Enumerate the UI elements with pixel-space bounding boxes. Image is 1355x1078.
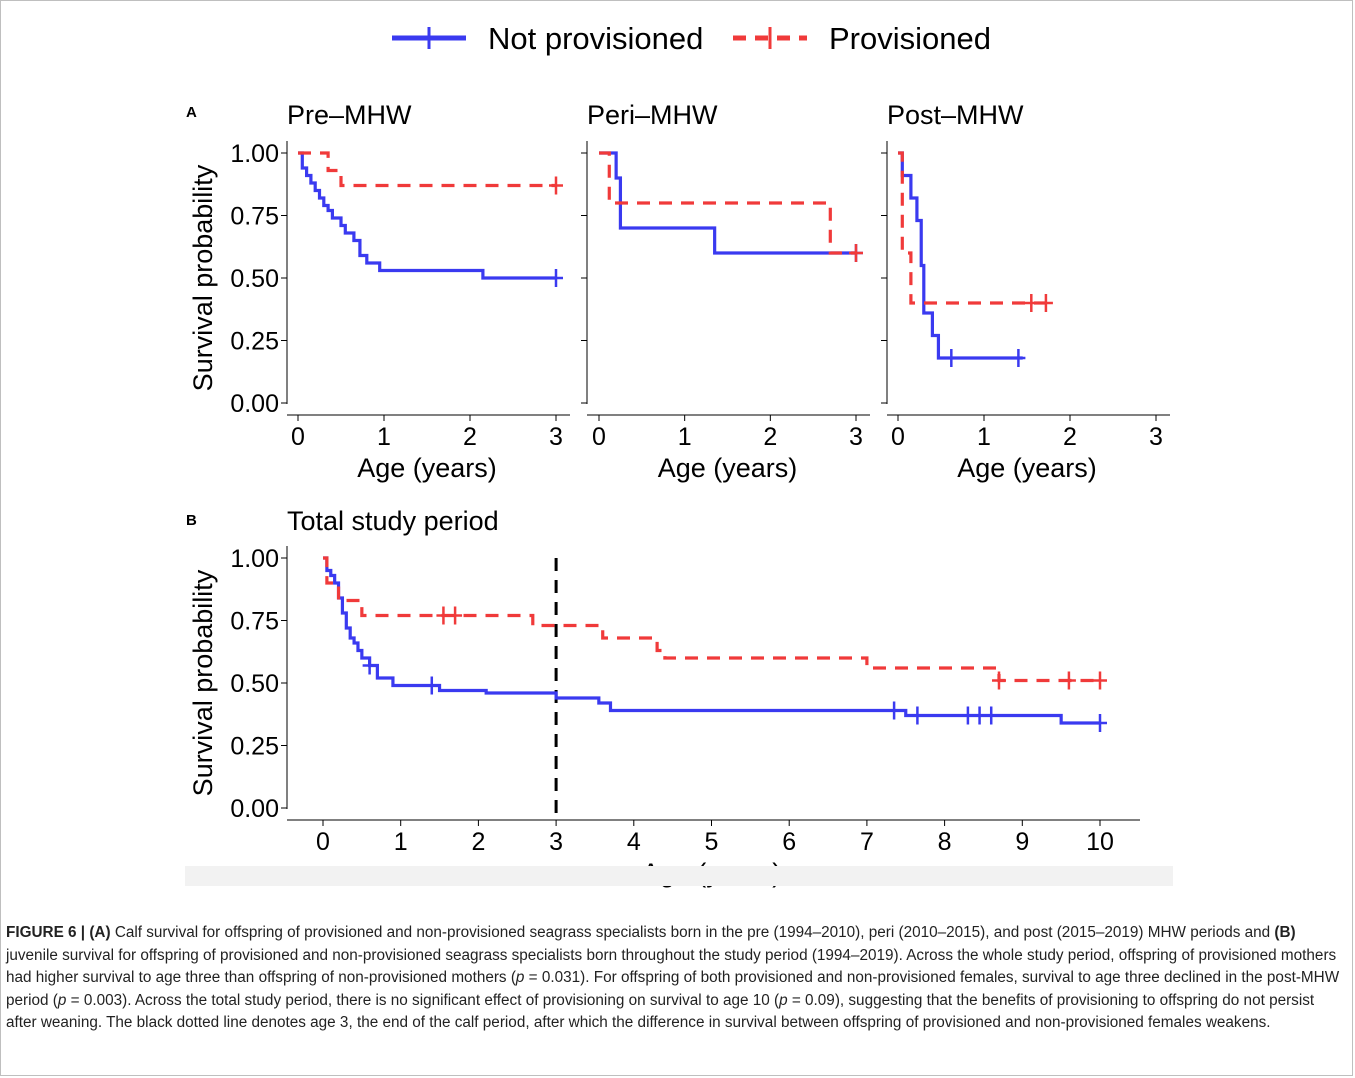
x-tick-label: 3 <box>549 828 563 856</box>
chart-panel-3: Post–MHW 0 1 2 3 Age (years) <box>881 100 1170 483</box>
figure-caption: FIGURE 6 | (A) Calf survival for offspri… <box>6 922 1346 1035</box>
y-tick-label: 0.25 <box>230 733 279 761</box>
caption-b-label: (B) <box>1274 924 1296 941</box>
series-line-provisioned <box>323 556 1100 683</box>
x-tick-label: 10 <box>1086 828 1114 856</box>
y-tick-label: 0.00 <box>230 795 279 823</box>
caption-p-symbol-2: p <box>57 991 67 1009</box>
x-tick-label: 3 <box>549 423 563 451</box>
caption-text-1: Calf survival for offspring of provision… <box>110 924 1275 941</box>
y-tick-label: 0.50 <box>230 265 279 293</box>
y-tick-label: 0.00 <box>230 390 279 418</box>
series-line-provisioned <box>298 151 556 188</box>
chart-title: Pre–MHW <box>287 100 412 130</box>
x-tick-label: 1 <box>678 423 692 451</box>
legend-label-provisioned: Provisioned <box>829 21 991 56</box>
x-tick-label: 1 <box>377 423 391 451</box>
x-tick-label: 3 <box>849 423 863 451</box>
x-tick-label: 0 <box>592 423 606 451</box>
y-tick-label: 0.75 <box>230 203 279 231</box>
panel-b-label: B <box>186 512 197 529</box>
caption-figure-label: FIGURE 6 | <box>6 924 90 941</box>
caption-p-symbol-1: p <box>515 969 525 987</box>
x-tick-label: 7 <box>860 828 874 856</box>
caption-text-4: = 0.003). Across the total study period,… <box>66 991 780 1009</box>
x-tick-label: 4 <box>627 828 641 856</box>
charts: Pre–MHW 0 1 2 3 0.00 0.25 0.50 0.75 1.00 Age (year… <box>188 100 1170 888</box>
caption-text-5: = 0.09), suggesting that the benefits of… <box>6 991 1315 1032</box>
x-axis-label: Age (years) <box>658 453 798 483</box>
x-tick-label: 6 <box>782 828 796 856</box>
caption-text-2: juvenile survival for offspring of provi… <box>6 946 1337 987</box>
series-line-provisioned <box>898 151 1049 305</box>
x-tick-label: 2 <box>1063 423 1077 451</box>
chart-title: Peri–MHW <box>587 100 718 130</box>
series-line-not-provisioned <box>298 151 556 280</box>
legend-label-not-provisioned: Not provisioned <box>488 21 703 56</box>
y-tick-label: 0.25 <box>230 328 279 356</box>
chart-panel-2: Peri–MHW 0 1 2 3 Age (years) <box>581 100 870 483</box>
caption-text-3: = 0.031). For offspring of both provisio… <box>6 969 1340 1009</box>
x-tick-label: 0 <box>291 423 305 451</box>
x-tick-label: 8 <box>938 828 952 856</box>
x-tick-label: 2 <box>763 423 777 451</box>
y-axis-label: Survival probability <box>188 569 218 796</box>
series-line-provisioned <box>599 151 856 255</box>
x-tick-label: 1 <box>394 828 408 856</box>
x-axis-label: Age (years) <box>357 453 497 483</box>
chart-panel-1: Pre–MHW 0 1 2 3 0.00 0.25 0.50 0.75 1.00 Age (year… <box>188 100 570 483</box>
x-tick-label: 3 <box>1149 423 1163 451</box>
chart-title: Total study period <box>287 506 499 536</box>
x-tick-label: 0 <box>316 828 330 856</box>
x-axis-label: Age (years) <box>957 453 1097 483</box>
x-tick-label: 2 <box>463 423 477 451</box>
panel-a-label: A <box>186 104 197 121</box>
chart-title: Post–MHW <box>887 100 1024 130</box>
x-tick-label: 9 <box>1015 828 1029 856</box>
x-tick-label: 5 <box>705 828 719 856</box>
caption-p-symbol-3: p <box>779 991 788 1009</box>
y-tick-label: 0.50 <box>230 670 279 698</box>
x-tick-label: 2 <box>471 828 485 856</box>
y-tick-label: 0.75 <box>230 608 279 636</box>
chart-panel-4: Total study period 0 1 2 3 4 5 6 7 8 9 10 0.00 0.25 0.… <box>188 506 1140 888</box>
series-line-not-provisioned <box>323 556 1100 725</box>
x-tick-label: 0 <box>891 423 905 451</box>
y-tick-label: 1.00 <box>230 545 279 573</box>
y-tick-label: 1.00 <box>230 140 279 168</box>
figure-plot: Not provisioned Provisioned A B Pre–MHW 0… <box>185 21 1173 888</box>
x-tick-label: 1 <box>977 423 991 451</box>
panel-b-footer-band <box>185 866 1173 886</box>
y-axis-label: Survival probability <box>188 164 218 391</box>
series-line-not-provisioned <box>898 151 1023 360</box>
legend: Not provisioned Provisioned <box>392 21 991 56</box>
caption-a-label: (A) <box>89 924 111 941</box>
